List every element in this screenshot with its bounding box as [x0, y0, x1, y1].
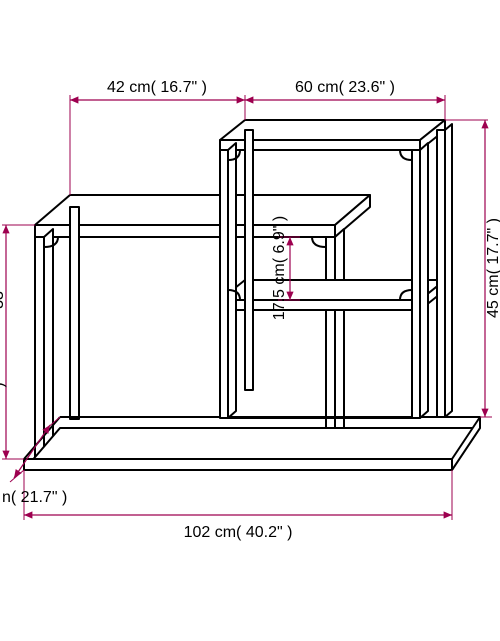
dim-label-left-in: " ): [0, 382, 7, 397]
dim-label-60cm: 60 cm( 23.6" ): [295, 79, 395, 96]
furniture-outline: [24, 120, 480, 470]
dim-label-depth: n( 21.7" ): [2, 489, 67, 506]
dim-label-left: 33: [0, 291, 7, 309]
dim-label-102cm: 102 cm( 40.2" ): [184, 524, 293, 541]
dim-label-42cm: 42 cm( 16.7" ): [107, 79, 207, 96]
dim-label-45cm: 45 cm( 17.7" ): [485, 218, 500, 318]
dim-label-17cm: 17.5 cm( 6.9" ): [271, 216, 288, 320]
